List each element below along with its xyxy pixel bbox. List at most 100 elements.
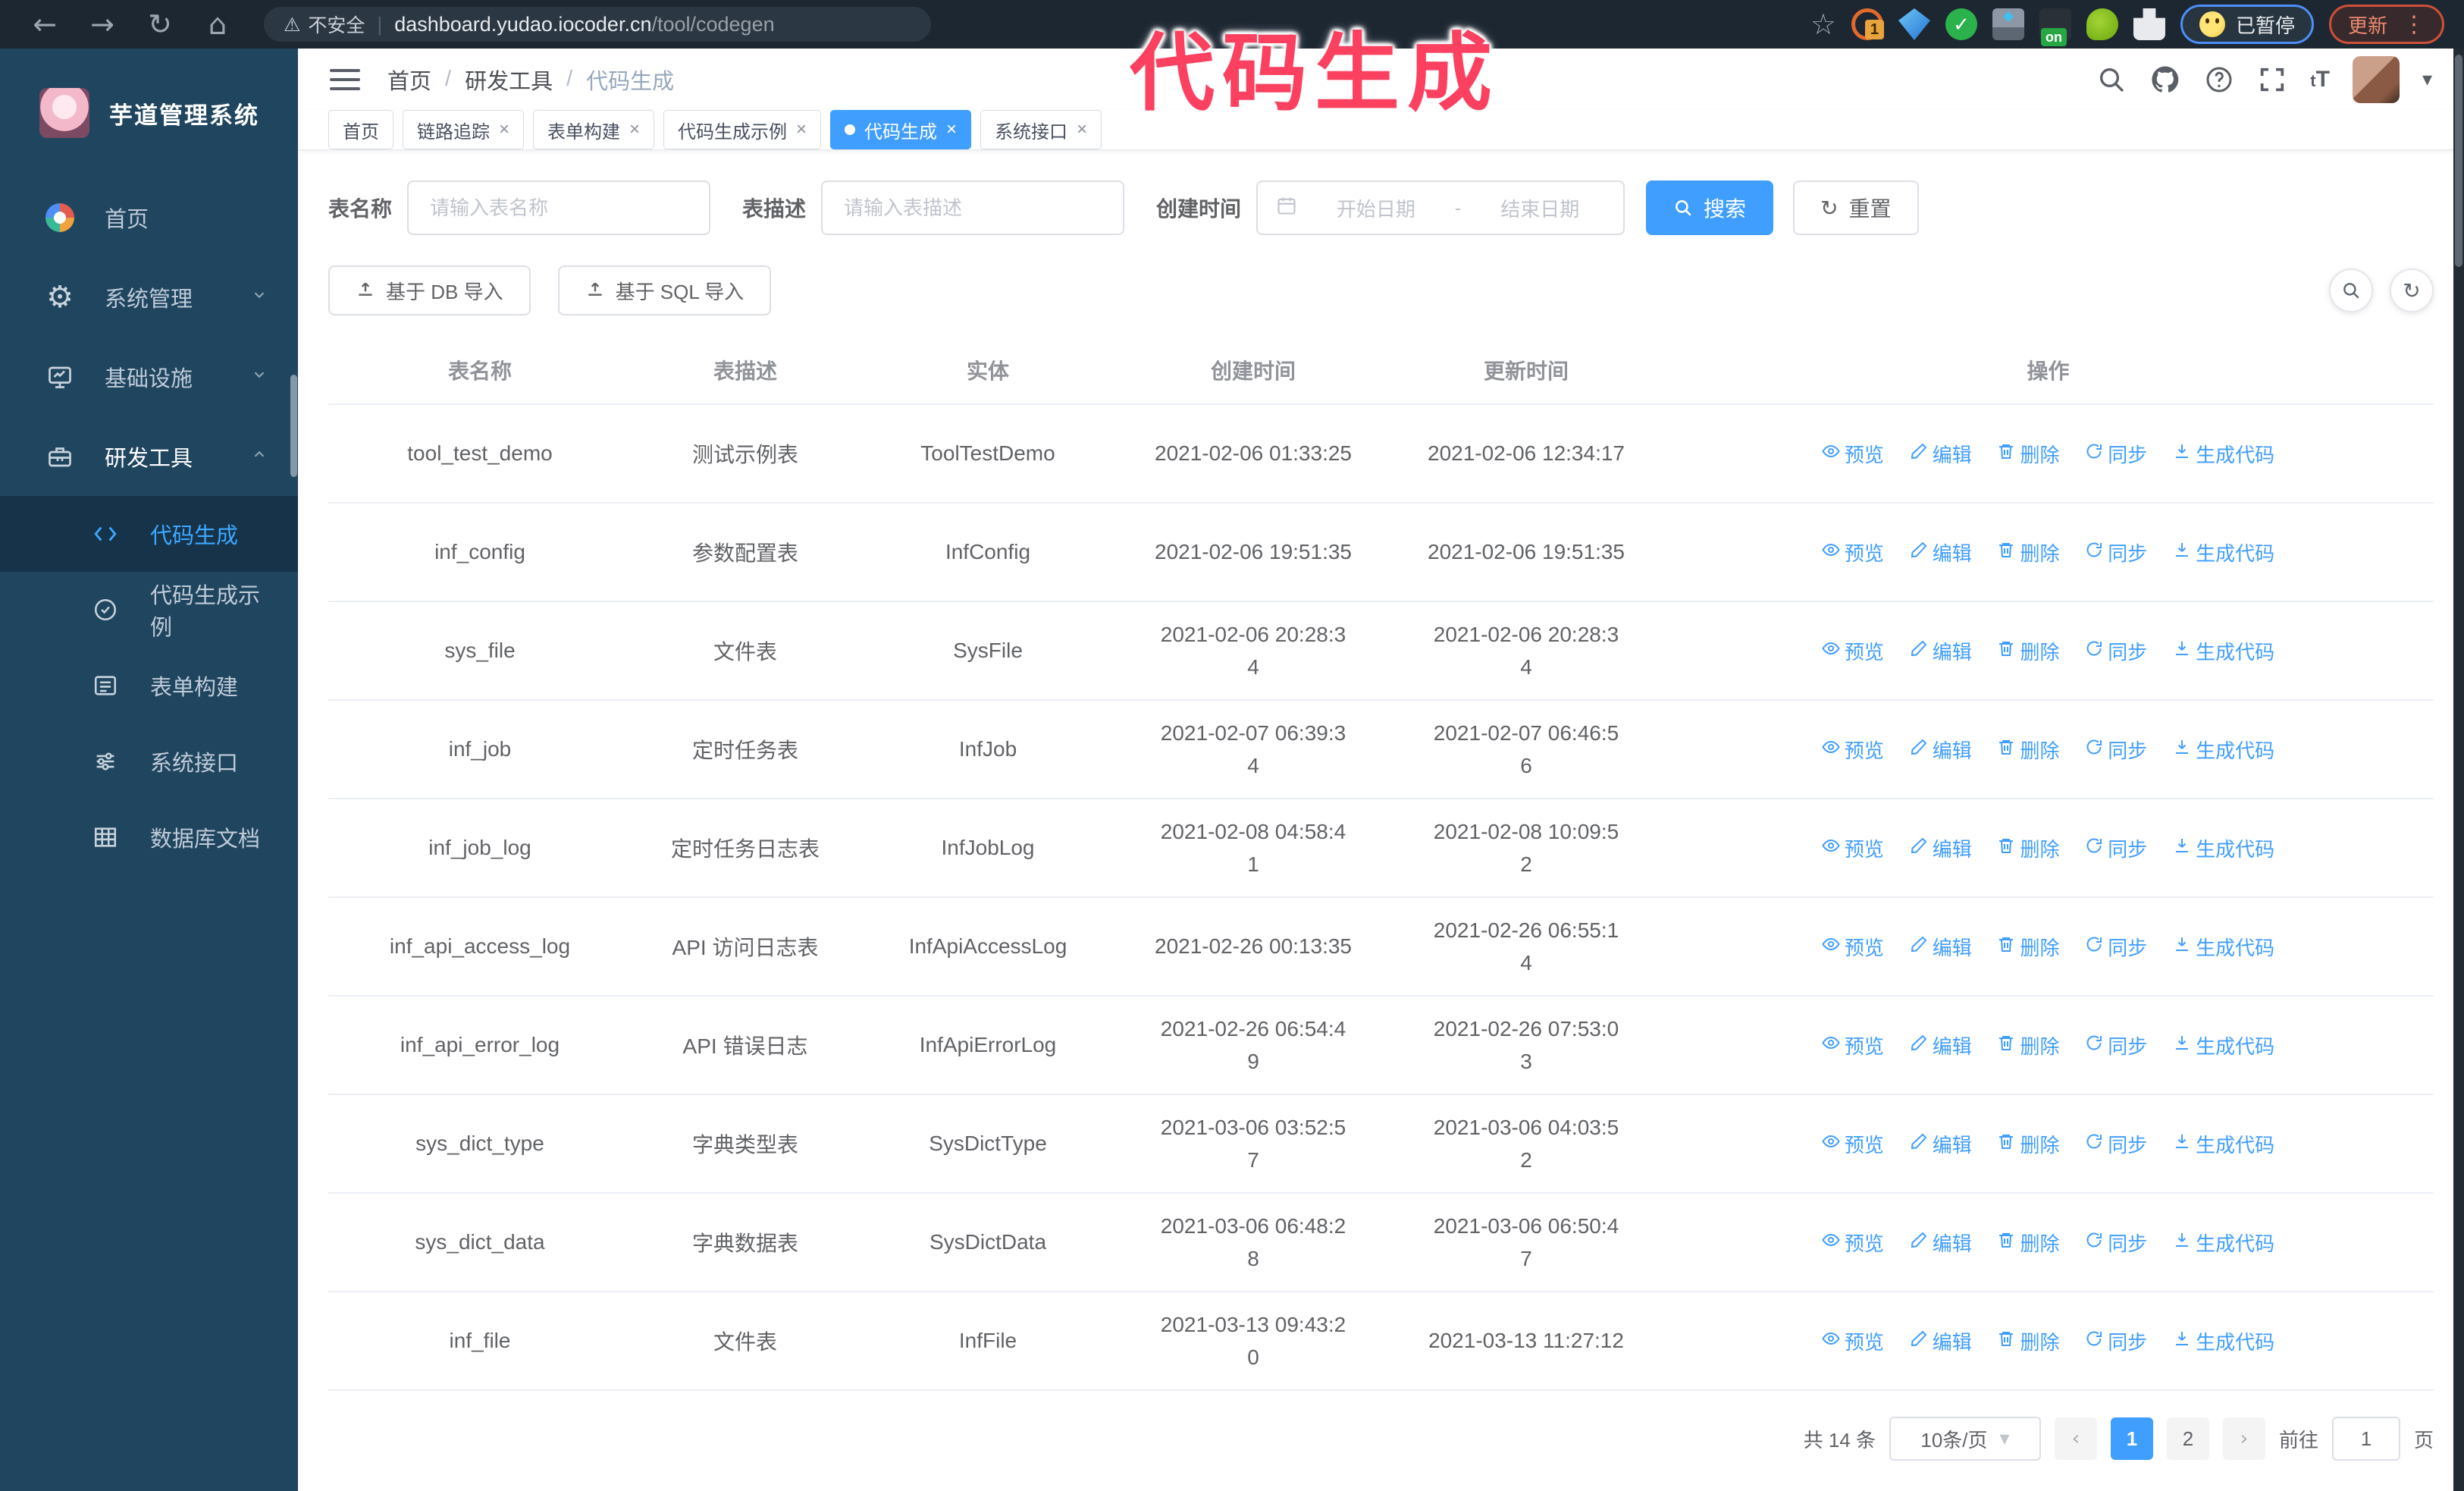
delete-link[interactable]: 删除 <box>1997 637 2060 665</box>
edit-link[interactable]: 编辑 <box>1910 538 1972 567</box>
table-name-input[interactable] <box>407 180 711 235</box>
close-icon[interactable]: × <box>629 119 641 140</box>
page-size-select[interactable]: 10条/页 ▾ <box>1889 1417 2041 1461</box>
delete-link[interactable]: 删除 <box>1997 440 2060 468</box>
sidebar-item-code-generation-example[interactable]: 代码生成示例 <box>0 572 298 648</box>
browser-menu-icon[interactable]: ⋮ <box>2403 11 2425 38</box>
edit-link[interactable]: 编辑 <box>1910 440 1972 468</box>
sync-link[interactable]: 同步 <box>2085 834 2147 862</box>
generate-code-link[interactable]: 生成代码 <box>2173 1130 2274 1158</box>
sync-link[interactable]: 同步 <box>2085 440 2147 468</box>
page-button-2[interactable]: 2 <box>2166 1417 2209 1460</box>
goto-page-input[interactable] <box>2331 1417 2400 1461</box>
table-desc-input[interactable] <box>821 180 1125 235</box>
sync-link[interactable]: 同步 <box>2085 933 2147 961</box>
preview-link[interactable]: 预览 <box>1822 440 1884 468</box>
breadcrumb-home[interactable]: 首页 <box>387 69 432 94</box>
font-size-icon[interactable]: tT <box>2310 66 2330 92</box>
preview-link[interactable]: 预览 <box>1822 736 1884 764</box>
delete-link[interactable]: 删除 <box>1997 736 2060 764</box>
reload-icon[interactable]: ↻ <box>148 8 172 41</box>
import-db-button[interactable]: 基于 DB 导入 <box>328 265 531 315</box>
sidebar-item-database-doc[interactable]: 数据库文档 <box>0 799 298 875</box>
toggle-search-button[interactable] <box>2329 268 2373 312</box>
extension-icon-5[interactable]: on <box>2039 8 2071 46</box>
home-icon[interactable]: ⌂ <box>208 8 227 41</box>
prev-page-button[interactable]: ‹ <box>2054 1417 2097 1460</box>
delete-link[interactable]: 删除 <box>1997 834 2060 862</box>
sidebar-item-code-generation[interactable]: 代码生成 <box>0 496 298 572</box>
extension-icon-3[interactable]: ✓ <box>1945 8 1977 40</box>
edit-link[interactable]: 编辑 <box>1910 1327 1972 1355</box>
delete-link[interactable]: 删除 <box>1997 1327 2060 1355</box>
generate-code-link[interactable]: 生成代码 <box>2173 1229 2274 1257</box>
sidebar-item-form-builder[interactable]: 表单构建 <box>0 648 298 724</box>
security-warning[interactable]: ⚠ 不安全 <box>284 11 365 38</box>
edit-link[interactable]: 编辑 <box>1910 834 1972 862</box>
generate-code-link[interactable]: 生成代码 <box>2173 834 2274 862</box>
sidebar-scrollbar[interactable] <box>290 375 297 477</box>
sidebar-item-home[interactable]: 首页 <box>0 177 298 257</box>
app-logo-row[interactable]: 芋道管理系统 <box>0 49 298 177</box>
edit-link[interactable]: 编辑 <box>1910 736 1972 764</box>
generate-code-link[interactable]: 生成代码 <box>2173 1327 2274 1355</box>
sidebar-item-infrastructure[interactable]: 基础设施 <box>0 337 298 416</box>
sync-link[interactable]: 同步 <box>2085 1130 2147 1158</box>
generate-code-link[interactable]: 生成代码 <box>2173 440 2274 468</box>
tag-system-api[interactable]: 系统接口 × <box>980 110 1102 149</box>
edit-link[interactable]: 编辑 <box>1910 637 1972 665</box>
preview-link[interactable]: 预览 <box>1822 538 1884 567</box>
tag-home[interactable]: 首页 <box>328 110 393 149</box>
edit-link[interactable]: 编辑 <box>1910 1031 1972 1059</box>
generate-code-link[interactable]: 生成代码 <box>2173 933 2274 961</box>
edit-link[interactable]: 编辑 <box>1910 1229 1972 1257</box>
help-icon[interactable] <box>2204 64 2234 95</box>
bookmark-star-icon[interactable]: ☆ <box>1810 8 1836 41</box>
back-icon[interactable]: ← <box>33 8 57 41</box>
delete-link[interactable]: 删除 <box>1997 933 2060 961</box>
profile-paused-pill[interactable]: 已暂停 <box>2180 5 2314 44</box>
close-icon[interactable]: × <box>946 119 958 140</box>
preview-link[interactable]: 预览 <box>1822 1327 1884 1355</box>
edit-link[interactable]: 编辑 <box>1910 933 1972 961</box>
fullscreen-icon[interactable] <box>2257 64 2287 95</box>
extensions-puzzle-icon[interactable] <box>2133 8 2165 40</box>
generate-code-link[interactable]: 生成代码 <box>2173 1031 2274 1059</box>
reset-button[interactable]: ↻ 重置 <box>1793 180 1919 235</box>
github-icon[interactable] <box>2149 64 2181 96</box>
import-sql-button[interactable]: 基于 SQL 导入 <box>557 265 772 315</box>
delete-link[interactable]: 删除 <box>1997 1130 2060 1158</box>
preview-link[interactable]: 预览 <box>1822 1031 1884 1059</box>
generate-code-link[interactable]: 生成代码 <box>2173 736 2274 764</box>
sync-link[interactable]: 同步 <box>2085 538 2147 567</box>
browser-update-button[interactable]: 更新 ⋮ <box>2328 5 2444 44</box>
page-scrollbar[interactable] <box>2453 49 2464 1491</box>
forward-icon[interactable]: → <box>90 8 114 41</box>
page-button-1[interactable]: 1 <box>2110 1417 2153 1460</box>
preview-link[interactable]: 预览 <box>1822 637 1884 665</box>
refresh-table-button[interactable]: ↻ <box>2390 268 2434 312</box>
sidebar-item-dev-tools[interactable]: 研发工具 <box>0 416 298 496</box>
generate-code-link[interactable]: 生成代码 <box>2173 538 2274 567</box>
delete-link[interactable]: 删除 <box>1997 1229 2060 1257</box>
tag-codegen[interactable]: 代码生成 × <box>830 110 972 149</box>
sync-link[interactable]: 同步 <box>2085 1031 2147 1059</box>
extension-icon-6[interactable] <box>2086 8 2118 40</box>
delete-link[interactable]: 删除 <box>1997 1031 2060 1059</box>
close-icon[interactable]: × <box>1077 119 1088 140</box>
sync-link[interactable]: 同步 <box>2085 637 2147 665</box>
extension-icon-1[interactable]: 1 <box>1851 8 1884 40</box>
edit-link[interactable]: 编辑 <box>1910 1130 1972 1158</box>
sidebar-item-system-management[interactable]: ⚙ 系统管理 <box>0 257 298 337</box>
user-avatar[interactable] <box>2352 55 2400 103</box>
collapse-menu-icon[interactable] <box>330 68 360 90</box>
sidebar-item-system-api[interactable]: 系统接口 <box>0 724 298 799</box>
next-page-button[interactable]: › <box>2222 1417 2265 1460</box>
tag-codegen-example[interactable]: 代码生成示例 × <box>663 110 822 149</box>
preview-link[interactable]: 预览 <box>1822 834 1884 862</box>
tag-form-builder[interactable]: 表单构建 × <box>533 110 655 149</box>
preview-link[interactable]: 预览 <box>1822 933 1884 961</box>
search-button[interactable]: 搜索 <box>1646 180 1774 235</box>
tag-trace[interactable]: 链路追踪 × <box>403 110 525 149</box>
breadcrumb-dev-tools[interactable]: 研发工具 <box>465 69 553 94</box>
